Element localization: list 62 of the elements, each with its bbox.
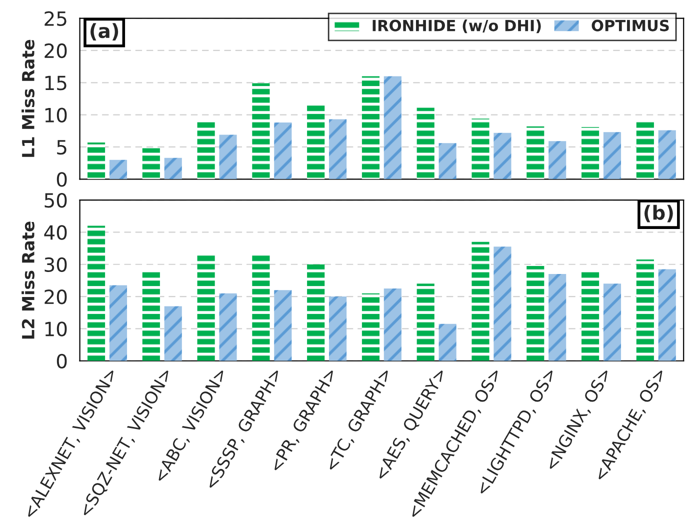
bar [219, 293, 237, 361]
y-axis-title: L1 Miss Rate [22, 40, 34, 157]
bar [362, 293, 380, 361]
y-tick-label: 10 [45, 108, 67, 122]
y-tick-label: 25 [44, 11, 66, 26]
bar [87, 226, 106, 361]
bar [438, 143, 456, 180]
bar [658, 130, 676, 180]
bar [526, 126, 544, 180]
bar [252, 83, 270, 180]
legend-label: OPTIMUS [592, 20, 669, 32]
bar [603, 132, 622, 180]
y-tick-label: 15 [45, 76, 66, 90]
bar [472, 242, 490, 361]
y-tick-label: 5 [57, 140, 66, 155]
bar [274, 290, 292, 361]
annotation: (a) [90, 23, 118, 40]
y-tick-label: 30 [44, 257, 67, 272]
bar [416, 108, 434, 180]
bar [307, 105, 325, 180]
bar [87, 142, 106, 180]
y-axis-title: L2 Miss Rate [22, 222, 34, 339]
annotation: (b) [644, 204, 673, 222]
bar [636, 260, 654, 361]
bar [329, 119, 347, 180]
bar [307, 264, 325, 361]
bar [526, 266, 544, 361]
bar [109, 285, 128, 361]
bar [197, 122, 215, 180]
bar [142, 148, 160, 180]
bar [252, 253, 270, 361]
bar [362, 76, 380, 180]
y-tick-label: 20 [44, 289, 67, 304]
bar [581, 270, 600, 361]
bar [329, 296, 347, 361]
bar [109, 160, 128, 180]
bar [548, 274, 566, 361]
bar [494, 132, 512, 180]
bar [142, 270, 160, 361]
bar [658, 269, 676, 361]
y-tick-label: 0 [56, 354, 67, 369]
bar [164, 158, 182, 180]
bar [384, 76, 402, 180]
bar [548, 141, 566, 180]
bar [219, 134, 237, 180]
bar [274, 122, 292, 180]
bar [603, 284, 622, 361]
bar [472, 118, 490, 180]
bar [581, 127, 600, 180]
bar [416, 284, 434, 361]
bar [197, 254, 215, 361]
legend-label: IRONHIDE (w/o DHI) [372, 20, 541, 34]
y-tick-label: 40 [44, 225, 67, 240]
bar [636, 120, 654, 180]
y-tick-label: 10 [45, 322, 67, 336]
bar [384, 288, 402, 361]
bar [164, 306, 182, 361]
y-tick-label: 50 [44, 192, 67, 208]
y-tick-label: 0 [56, 172, 67, 187]
bar [438, 324, 456, 361]
y-tick-label: 20 [44, 43, 67, 58]
bar [494, 246, 512, 361]
